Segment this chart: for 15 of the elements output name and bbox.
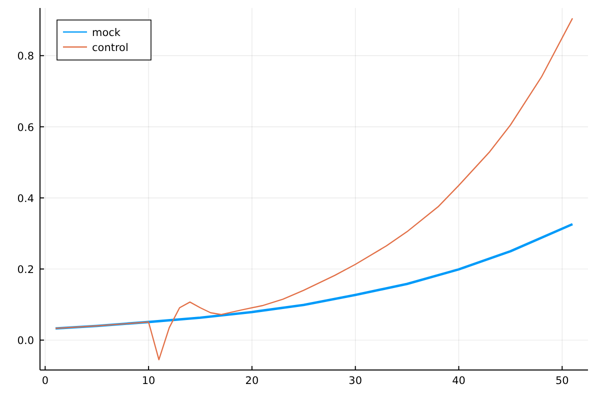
- x-tick-label: 30: [348, 375, 362, 387]
- y-tick-label: 0.6: [17, 122, 34, 134]
- legend-label: control: [92, 42, 128, 54]
- legend-label: mock: [92, 27, 122, 39]
- x-tick-label: 20: [245, 375, 259, 387]
- y-tick-label: 0.4: [17, 192, 34, 205]
- line-series: [54, 223, 574, 330]
- y-tick-label: 0.0: [17, 335, 34, 348]
- x-tick-label: 40: [452, 375, 466, 387]
- x-tick-label: 0: [42, 375, 49, 387]
- line-series: [54, 18, 574, 360]
- y-tick-label: 0.8: [17, 50, 34, 63]
- x-tick-label: 50: [555, 375, 569, 387]
- x-tick-label: 10: [142, 375, 156, 387]
- y-tick-label: 0.2: [17, 264, 34, 276]
